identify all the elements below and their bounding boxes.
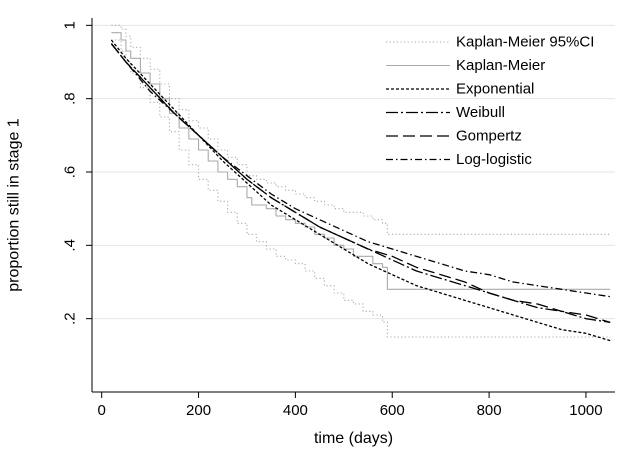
legend-label-exponential: Exponential [456,81,534,98]
x-tick-label-0: 0 [98,402,106,419]
y-tick-label-3: .8 [62,92,79,105]
x-tick-label-4: 800 [477,402,502,419]
x-tick-label-3: 600 [380,402,405,419]
y-axis-title: proportion still in stage 1 [6,118,23,292]
series-kaplan-meier-95-ci-lower [111,39,611,338]
y-tick-label-1: .4 [62,239,79,252]
x-axis-title: time (days) [314,430,393,447]
legend-label-kaplan-meier: Kaplan-Meier [456,57,545,74]
x-tick-label-5: 1000 [569,402,602,419]
series-log-logistic [110,43,611,298]
legend: Kaplan-Meier 95%CI Kaplan-Meier Exponentia… [386,34,594,168]
x-tick-label-2: 400 [283,402,308,419]
tick-labels: 0 200 400 600 800 1000 .2 .4 .6 .8 1 [62,21,603,419]
axes [86,18,615,398]
legend-label-kaplan-meier-95-ci: Kaplan-Meier 95%CI [456,34,594,51]
series-gompertz [110,43,611,323]
legend-label-gompertz: Gompertz [456,128,522,145]
series-kaplan-meier [111,32,611,290]
series-weibull [110,43,611,323]
plot-lines [110,24,611,342]
series-exponential [110,39,611,342]
y-tick-label-4: 1 [62,21,79,29]
x-tick-label-1: 200 [186,402,211,419]
y-tick-label-0: .2 [62,312,79,325]
legend-label-weibull: Weibull [456,104,505,121]
series-kaplan-meier-95-ci-upper [111,24,611,235]
y-tick-label-2: .6 [62,166,79,179]
legend-label-log-logistic: Log-logistic [456,151,532,168]
